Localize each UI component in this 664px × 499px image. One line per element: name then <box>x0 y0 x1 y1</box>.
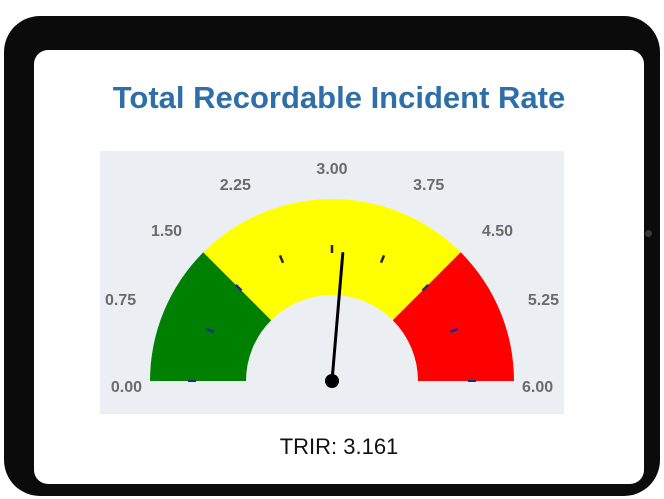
tick-label-7: 5.25 <box>528 292 559 309</box>
gauge-needle-hub <box>325 374 339 388</box>
gauge-tick-7 <box>449 327 459 334</box>
tick-label-3: 2.25 <box>220 177 251 194</box>
tick-label-4: 3.00 <box>316 161 347 178</box>
gauge-tick-3 <box>278 254 285 264</box>
gauge-tick-2 <box>234 283 243 292</box>
tick-label-5: 3.75 <box>413 177 444 194</box>
tick-label-6: 4.50 <box>482 223 513 240</box>
tick-label-0: 0.00 <box>111 379 142 396</box>
tick-label-8: 6.00 <box>522 379 553 396</box>
trir-readout: TRIR: 3.161 <box>279 434 399 459</box>
gauge-chart: 0.00 0.75 1.50 2.25 3.00 3.75 4.50 5.25 6.00 <box>105 161 559 396</box>
tick-label-1: 0.75 <box>105 292 136 309</box>
gauge-tick-1 <box>205 327 215 334</box>
gauge-band-2 <box>392 252 514 381</box>
gauge-band-1 <box>203 199 461 321</box>
gauge-tick-5 <box>379 254 386 264</box>
chart-title: Total Recordable Incident Rate <box>112 80 566 115</box>
tick-label-2: 1.50 <box>151 223 182 240</box>
gauge-needle <box>330 251 345 383</box>
tablet-frame: Total Recordable Incident Rate 0.00 0.75 1… <box>4 16 660 496</box>
gauge-band-0 <box>150 252 272 381</box>
gauge-panel: 0.00 0.75 1.50 2.25 3.00 3.75 4.50 5.25 6.00 <box>100 151 564 414</box>
screen: Total Recordable Incident Rate 0.00 0.75 1… <box>34 50 644 484</box>
camera-dot <box>645 230 652 237</box>
gauge-tick-6 <box>421 283 430 292</box>
